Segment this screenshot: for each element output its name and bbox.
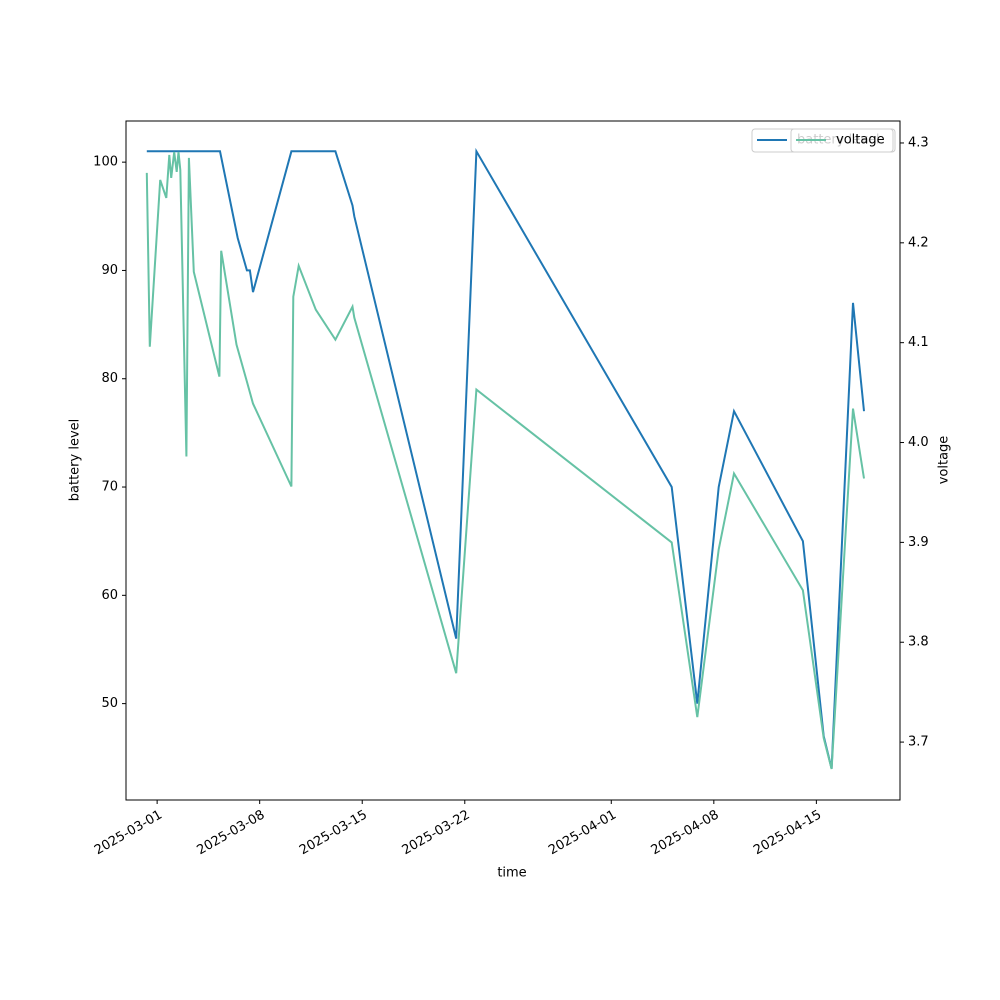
y2-tick-label: 3.7 — [908, 735, 929, 750]
plot-frame — [125, 120, 901, 801]
y2-tick-label: 3.8 — [908, 635, 929, 650]
x-tick-label: 2025-03-08 — [194, 808, 267, 859]
y-tick-label: 70 — [101, 480, 118, 495]
y-axis-label: battery level — [68, 419, 83, 502]
y-tick-label: 80 — [101, 371, 118, 386]
x-tick-label: 2025-03-01 — [92, 808, 165, 859]
y2-tick-label: 3.9 — [908, 535, 929, 550]
x-tick-label: 2025-03-22 — [400, 808, 473, 859]
y2-tick-label: 4.1 — [908, 335, 929, 350]
x-tick-label: 2025-04-08 — [649, 808, 722, 859]
data-line — [146, 147, 865, 769]
legend-label: voltage — [836, 133, 885, 148]
y2-tick-label: 4.2 — [908, 235, 929, 250]
x-tick-label: 2025-04-01 — [546, 808, 619, 859]
y-tick-label: 90 — [101, 263, 118, 278]
y-tick-label: 60 — [101, 588, 118, 603]
legend-box — [790, 128, 894, 153]
x-tick-label: 2025-04-15 — [751, 808, 824, 859]
y-tick-label: 50 — [101, 696, 118, 711]
y2-tick-label: 4.3 — [908, 135, 929, 150]
x-tick-label: 2025-03-15 — [297, 808, 370, 859]
y-tick-label: 100 — [93, 155, 118, 170]
x-axis-label: time — [497, 866, 526, 881]
y2-tick-label: 4.0 — [908, 435, 929, 450]
y2-axis-label: voltage — [937, 436, 952, 485]
data-line — [145, 151, 865, 770]
